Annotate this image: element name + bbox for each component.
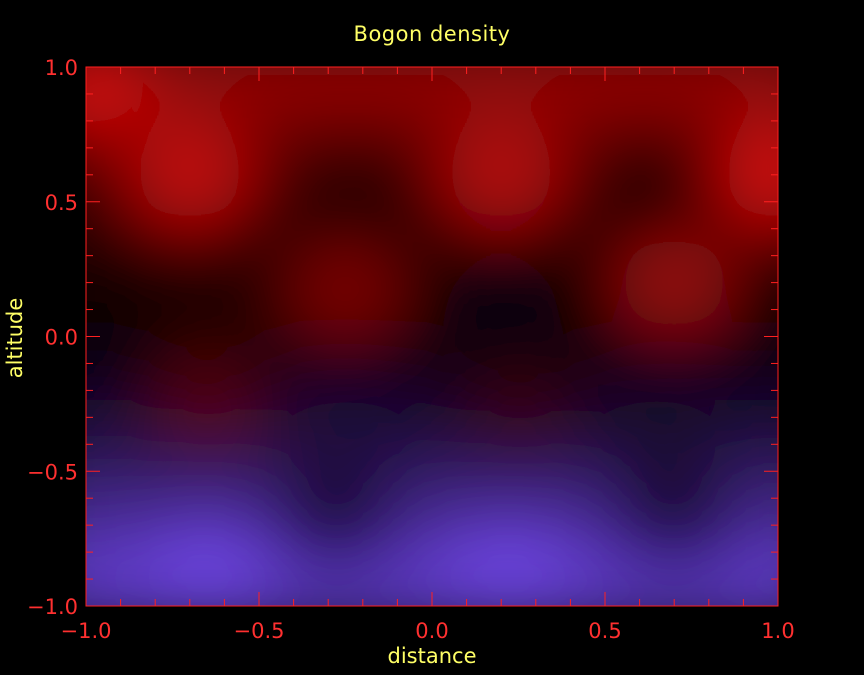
density-peak xyxy=(86,67,144,127)
chart-title: Bogon density xyxy=(353,22,511,46)
y-tick-labels: −1.0 −0.5 0.0 0.5 1.0 xyxy=(27,56,78,619)
density-peak xyxy=(443,128,560,221)
density-trough xyxy=(149,263,266,356)
x-tick-label: −1.0 xyxy=(61,619,112,643)
density-trough xyxy=(443,263,560,356)
x-tick-label: 1.0 xyxy=(761,619,794,643)
y-tick-label: −1.0 xyxy=(27,595,78,619)
density-trough xyxy=(598,136,715,229)
x-axis-label: distance xyxy=(387,644,477,668)
heatmap-field xyxy=(86,67,778,606)
density-trough xyxy=(450,533,567,606)
density-trough xyxy=(149,533,266,606)
x-tick-labels: −1.0 −0.5 0.0 0.5 1.0 xyxy=(61,619,795,643)
density-trough xyxy=(287,398,404,491)
axis-ticks xyxy=(85,66,779,607)
y-tick-label: 0.0 xyxy=(45,326,78,350)
density-peak xyxy=(616,236,733,329)
y-tick-label: 0.5 xyxy=(45,191,78,215)
density-band xyxy=(86,358,778,423)
density-trough xyxy=(277,484,394,577)
density-peak xyxy=(720,128,778,221)
x-tick-label: 0.0 xyxy=(415,619,448,643)
y-axis-label: altitude xyxy=(3,297,27,379)
y-tick-label: 1.0 xyxy=(45,56,78,80)
density-peak xyxy=(287,244,404,337)
y-tick-label: −0.5 xyxy=(27,460,78,484)
density-trough xyxy=(297,136,414,229)
x-tick-label: 0.5 xyxy=(588,619,621,643)
density-trough xyxy=(616,484,733,577)
density-peak xyxy=(131,128,248,221)
density-peak xyxy=(149,357,266,450)
x-tick-label: −0.5 xyxy=(234,619,285,643)
density-band xyxy=(86,425,778,491)
density-trough xyxy=(598,398,715,491)
density-peak xyxy=(460,363,577,456)
